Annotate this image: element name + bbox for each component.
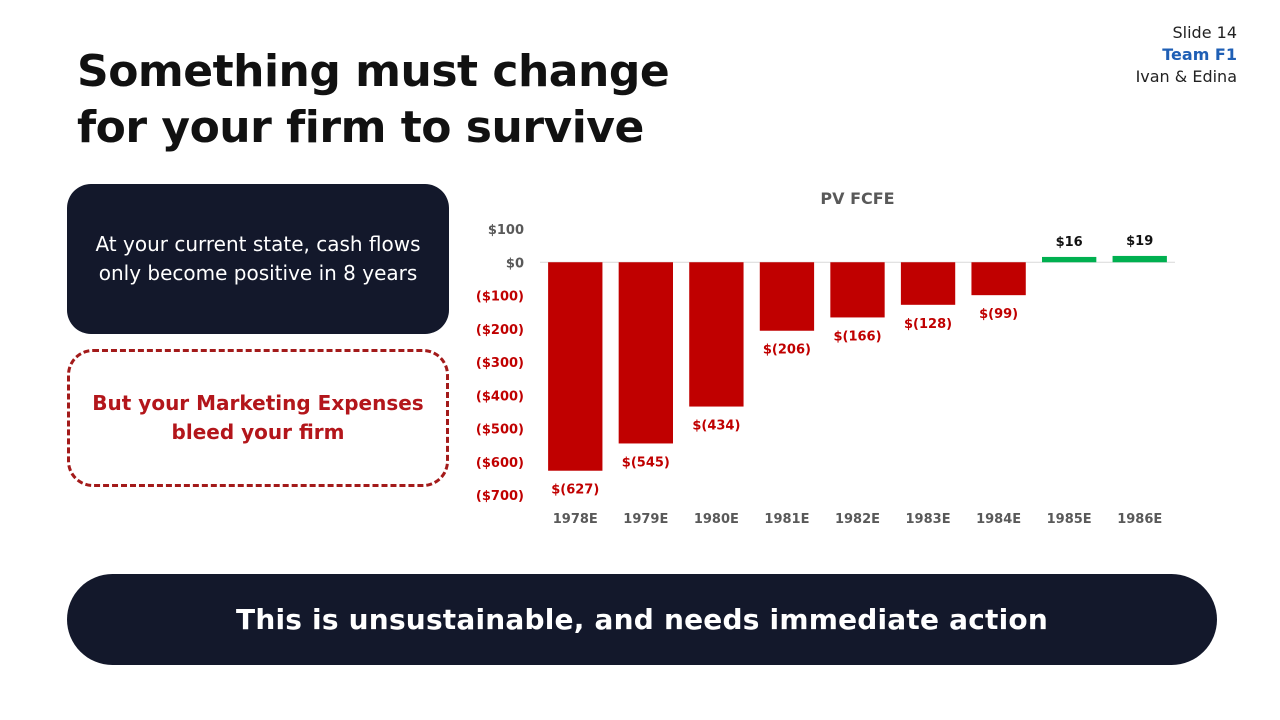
y-tick-label: ($200): [476, 323, 524, 338]
pv-fcfe-chart: PV FCFE $100 $0 ($100) ($200) ($300) ($400) ($5…: [476, 189, 1175, 527]
action-banner: This is unsustainable, and needs immedia…: [67, 574, 1217, 665]
bar: [689, 262, 744, 407]
marketing-callout: But your Marketing Expenses bleed your f…: [67, 349, 449, 487]
data-label: $(627): [551, 483, 599, 498]
x-tick-label: 1983E: [906, 512, 951, 527]
x-tick-label: 1982E: [835, 512, 880, 527]
bar: [548, 262, 603, 471]
chart-title: PV FCFE: [820, 189, 894, 208]
bar: [971, 262, 1026, 296]
y-tick-label: ($500): [476, 423, 524, 438]
y-tick-label: $0: [506, 256, 524, 271]
current-state-text: At your current state, cash flows only b…: [95, 232, 421, 285]
team-name: Team F1: [1162, 45, 1237, 64]
slide-number: Slide 14: [1172, 23, 1238, 42]
data-label: $(128): [904, 317, 952, 332]
y-tick-label: ($400): [476, 389, 524, 404]
bar: [618, 262, 673, 444]
data-label: $19: [1126, 234, 1153, 249]
x-tick-label: 1980E: [694, 512, 739, 527]
marketing-text: But your Marketing Expenses bleed your f…: [92, 391, 424, 444]
data-label: $(545): [622, 455, 670, 470]
bar: [759, 262, 815, 331]
y-tick-label: ($300): [476, 356, 524, 371]
y-tick-label: $100: [488, 223, 524, 238]
authors: Ivan & Edina: [1135, 67, 1237, 86]
bar: [900, 262, 956, 305]
y-tick-label: ($100): [476, 290, 524, 305]
x-tick-label: 1984E: [976, 512, 1021, 527]
data-label: $(99): [979, 307, 1018, 322]
data-label: $(166): [833, 329, 881, 344]
slide-meta: Slide 14 Team F1 Ivan & Edina: [1136, 22, 1237, 88]
slide-title: Something must change for your firm to s…: [77, 44, 670, 156]
x-tick-label: 1986E: [1117, 512, 1162, 527]
x-tick-label: 1981E: [764, 512, 809, 527]
x-tick-label: 1978E: [553, 512, 598, 527]
data-label: $(206): [763, 343, 811, 358]
x-tick-label: 1985E: [1047, 512, 1092, 527]
data-label: $16: [1056, 235, 1083, 250]
y-tick-label: ($600): [476, 456, 524, 471]
y-tick-label: ($700): [476, 489, 524, 504]
bar: [830, 262, 885, 318]
bar: [1042, 256, 1097, 263]
action-banner-text: This is unsustainable, and needs immedia…: [236, 603, 1048, 636]
bar: [1112, 255, 1167, 263]
slide-title-line-1: Something must change: [77, 46, 670, 97]
x-tick-label: 1979E: [623, 512, 668, 527]
data-label: $(434): [692, 419, 740, 434]
current-state-callout: At your current state, cash flows only b…: [67, 184, 449, 334]
slide-title-line-2: for your firm to survive: [77, 102, 644, 153]
